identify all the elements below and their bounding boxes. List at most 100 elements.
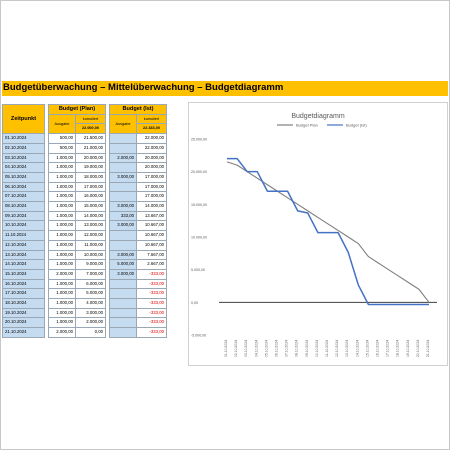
date-cell[interactable]: 21.10.2024 [2,327,45,338]
ist-ausgabe-cell[interactable] [109,142,137,154]
ist-ausgabe-cell[interactable] [109,181,137,193]
date-cell[interactable]: 17.10.2024 [2,288,45,300]
plan-kumuliert-cell[interactable]: 6.000,00 [75,278,106,290]
ist-ausgabe-cell[interactable]: 3.000,00 [109,268,137,280]
plan-kumuliert-cell[interactable]: 15.000,00 [75,201,106,212]
plan-ausgabe-cell[interactable]: 1.000,00 [48,239,76,251]
plan-kumuliert-cell[interactable]: 14.000,00 [75,210,106,222]
date-cell[interactable]: 10.10.2024 [2,220,45,232]
ist-kumuliert-cell[interactable]: 22.000,00 [136,133,167,144]
ist-ausgabe-cell[interactable] [109,239,137,251]
date-cell[interactable]: 13.10.2024 [2,249,45,261]
ist-kumuliert-cell[interactable]: 20.000,00 [136,152,167,164]
plan-kumuliert-cell[interactable]: 2.000,00 [75,317,106,329]
ist-ausgabe-cell[interactable] [109,307,137,319]
date-cell[interactable]: 02.10.2024 [2,142,45,154]
plan-ausgabe-cell[interactable]: 2.000,00 [48,268,76,280]
ist-ausgabe-cell[interactable]: 3.000,00 [109,171,137,183]
ist-kumuliert-cell[interactable]: -333,00 [136,307,167,319]
plan-ausgabe-cell[interactable]: 1.000,00 [48,230,76,241]
ist-ausgabe-cell[interactable] [109,191,137,203]
ist-ausgabe-cell[interactable] [109,162,137,173]
date-cell[interactable]: 04.10.2024 [2,162,45,173]
plan-kumuliert-cell[interactable]: 21.000,00 [75,142,106,154]
ist-ausgabe-cell[interactable] [109,133,137,144]
plan-ausgabe-cell[interactable]: 2.000,00 [48,327,76,338]
ist-kumuliert-cell[interactable]: -333,00 [136,298,167,309]
plan-kumuliert-cell[interactable]: 9.000,00 [75,259,106,270]
plan-ausgabe-cell[interactable]: 1.000,00 [48,249,76,261]
ist-kumuliert-cell[interactable]: 7.667,00 [136,249,167,261]
ist-kumuliert-cell[interactable]: 14.000,00 [136,201,167,212]
date-cell[interactable]: 05.10.2024 [2,171,45,183]
ist-kumuliert-cell[interactable]: 13.667,00 [136,210,167,222]
ist-ausgabe-cell[interactable]: 5.000,00 [109,259,137,270]
ist-ausgabe-cell[interactable]: 333,00 [109,210,137,222]
ist-kumuliert-cell[interactable]: -333,00 [136,278,167,290]
plan-kumuliert-cell[interactable]: 12.000,00 [75,230,106,241]
ist-ausgabe-cell[interactable] [109,317,137,329]
ist-ausgabe-cell[interactable] [109,298,137,309]
ist-ausgabe-cell[interactable]: 3.000,00 [109,220,137,232]
plan-kumuliert-cell[interactable]: 18.000,00 [75,171,106,183]
date-cell[interactable]: 01.10.2024 [2,133,45,144]
plan-ausgabe-cell[interactable]: 1.000,00 [48,307,76,319]
plan-kumuliert-cell[interactable]: 0,00 [75,327,106,338]
ist-kumuliert-cell[interactable]: 10.667,00 [136,230,167,241]
plan-ausgabe-cell[interactable]: 1.000,00 [48,152,76,164]
ist-ausgabe-cell[interactable]: 2.000,00 [109,152,137,164]
plan-ausgabe-cell[interactable]: 1.000,00 [48,162,76,173]
ist-kumuliert-cell[interactable]: 2.667,00 [136,259,167,270]
plan-kumuliert-cell[interactable]: 4.000,00 [75,298,106,309]
plan-ausgabe-cell[interactable]: 1.000,00 [48,201,76,212]
plan-kumuliert-cell[interactable]: 19.000,00 [75,162,106,173]
plan-ausgabe-cell[interactable]: 1.000,00 [48,298,76,309]
plan-ausgabe-cell[interactable]: 1.000,00 [48,210,76,222]
plan-kumuliert-cell[interactable]: 3.000,00 [75,307,106,319]
ist-ausgabe-cell[interactable]: 3.000,00 [109,249,137,261]
ist-kumuliert-cell[interactable]: 20.000,00 [136,162,167,173]
plan-ausgabe-cell[interactable]: 1.000,00 [48,317,76,329]
date-cell[interactable]: 07.10.2024 [2,191,45,203]
plan-kumuliert-cell[interactable]: 21.500,00 [75,133,106,144]
date-cell[interactable]: 12.10.2024 [2,239,45,251]
date-cell[interactable]: 19.10.2024 [2,307,45,319]
ist-kumuliert-cell[interactable]: 17.000,00 [136,171,167,183]
date-cell[interactable]: 15.10.2024 [2,268,45,280]
ist-kumuliert-cell[interactable]: -333,00 [136,327,167,338]
date-cell[interactable]: 18.10.2024 [2,298,45,309]
plan-ausgabe-cell[interactable]: 1.000,00 [48,171,76,183]
plan-kumuliert-cell[interactable]: 11.000,00 [75,239,106,251]
plan-ausgabe-cell[interactable]: 1.000,00 [48,181,76,193]
date-cell[interactable]: 08.10.2024 [2,201,45,212]
plan-kumuliert-cell[interactable]: 10.000,00 [75,249,106,261]
plan-ausgabe-cell[interactable]: 1.000,00 [48,278,76,290]
plan-ausgabe-cell[interactable]: 500,00 [48,142,76,154]
date-cell[interactable]: 09.10.2024 [2,210,45,222]
date-cell[interactable]: 06.10.2024 [2,181,45,193]
date-cell[interactable]: 03.10.2024 [2,152,45,164]
plan-ausgabe-cell[interactable]: 1.000,00 [48,220,76,232]
plan-ausgabe-cell[interactable]: 1.000,00 [48,288,76,300]
ist-kumuliert-cell[interactable]: -333,00 [136,317,167,329]
ist-kumuliert-cell[interactable]: 22.000,00 [136,142,167,154]
ist-ausgabe-cell[interactable] [109,327,137,338]
plan-kumuliert-cell[interactable]: 7.000,00 [75,268,106,280]
plan-kumuliert-cell[interactable]: 5.000,00 [75,288,106,300]
ist-kumuliert-cell[interactable]: 10.667,00 [136,239,167,251]
plan-kumuliert-cell[interactable]: 17.000,00 [75,181,106,193]
ist-kumuliert-cell[interactable]: 10.667,00 [136,220,167,232]
plan-kumuliert-cell[interactable]: 20.000,00 [75,152,106,164]
ist-kumuliert-cell[interactable]: 17.000,00 [136,181,167,193]
plan-ausgabe-cell[interactable]: 1.000,00 [48,259,76,270]
plan-ausgabe-cell[interactable]: 500,00 [48,133,76,144]
ist-kumuliert-cell[interactable]: 17.000,00 [136,191,167,203]
plan-kumuliert-cell[interactable]: 13.000,00 [75,220,106,232]
date-cell[interactable]: 20.10.2024 [2,317,45,329]
ist-ausgabe-cell[interactable] [109,230,137,241]
ist-ausgabe-cell[interactable] [109,288,137,300]
date-cell[interactable]: 16.10.2024 [2,278,45,290]
ist-kumuliert-cell[interactable]: -333,00 [136,288,167,300]
date-cell[interactable]: 14.10.2024 [2,259,45,270]
plan-ausgabe-cell[interactable]: 1.000,00 [48,191,76,203]
